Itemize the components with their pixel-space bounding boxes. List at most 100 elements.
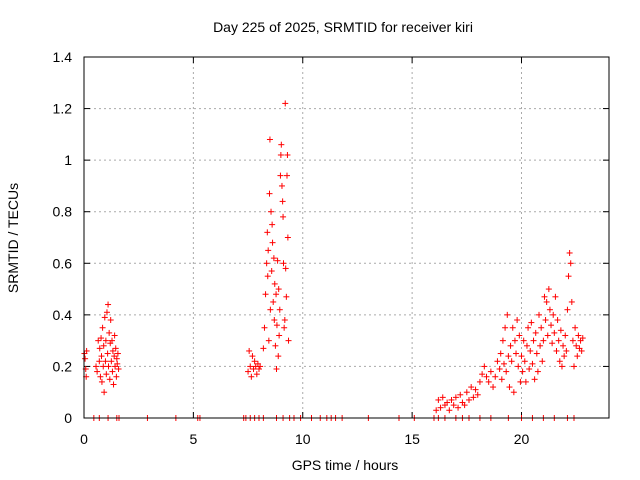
y-tick-label: 1.2 xyxy=(53,101,73,117)
data-point xyxy=(107,317,114,324)
y-tick-label: 1 xyxy=(64,152,72,168)
data-point xyxy=(561,353,568,360)
data-point xyxy=(277,151,284,158)
data-point xyxy=(439,394,446,401)
data-point xyxy=(549,340,556,347)
data-point xyxy=(494,358,501,365)
data-point xyxy=(515,363,522,370)
data-point xyxy=(463,389,470,396)
data-point xyxy=(273,322,280,329)
axis-ticks: 0 0.2 0.4 0.6 0.8 1 1.2 1.4 0 5 10 15 20 xyxy=(53,49,609,447)
data-point xyxy=(571,363,577,370)
data-point xyxy=(276,306,283,313)
data-point xyxy=(448,396,455,403)
data-point xyxy=(457,391,464,398)
data-point xyxy=(282,100,289,107)
data-point xyxy=(83,347,90,354)
data-point xyxy=(545,286,552,293)
data-point xyxy=(513,350,520,357)
data-point xyxy=(113,373,120,380)
data-point xyxy=(270,255,277,262)
data-point xyxy=(507,342,514,349)
data-point xyxy=(562,332,569,339)
data-point xyxy=(98,353,105,360)
data-point xyxy=(247,363,254,370)
data-point xyxy=(106,376,113,383)
y-axis-label: SRMTID / TECUs xyxy=(5,183,21,293)
data-point xyxy=(470,394,477,401)
data-point xyxy=(109,368,116,375)
y-tick-label: 0 xyxy=(64,410,72,426)
data-point xyxy=(498,376,505,383)
data-point xyxy=(435,396,442,403)
data-point xyxy=(490,384,497,391)
data-point xyxy=(502,324,509,331)
data-point xyxy=(533,350,540,357)
data-point xyxy=(532,329,539,336)
data-point xyxy=(521,358,528,365)
data-point xyxy=(528,319,535,326)
data-point xyxy=(557,327,564,334)
data-point xyxy=(278,182,285,189)
data-point xyxy=(246,347,253,354)
data-point xyxy=(102,358,109,365)
data-point xyxy=(99,324,106,331)
data-point xyxy=(253,371,260,378)
data-point xyxy=(110,381,117,388)
data-point xyxy=(251,358,258,365)
data-point xyxy=(114,350,121,357)
data-point xyxy=(558,363,565,370)
data-point xyxy=(271,280,278,287)
data-point xyxy=(437,404,444,411)
data-point xyxy=(105,363,112,370)
data-point xyxy=(106,329,113,336)
data-point xyxy=(100,342,107,349)
data-point xyxy=(262,291,269,298)
data-point xyxy=(109,337,115,344)
data-point xyxy=(526,366,533,373)
y-tick-label: 0.8 xyxy=(53,204,73,220)
data-point xyxy=(282,265,289,272)
data-point xyxy=(468,384,475,391)
data-point xyxy=(578,347,585,354)
data-point xyxy=(520,337,527,344)
data-point xyxy=(483,373,490,380)
data-point xyxy=(275,353,282,360)
data-point xyxy=(536,311,542,318)
data-point xyxy=(572,324,579,331)
data-point xyxy=(517,378,524,385)
data-point xyxy=(548,322,555,329)
y-tick-label: 0.4 xyxy=(53,307,73,323)
data-point xyxy=(275,286,282,293)
data-point xyxy=(284,151,291,158)
data-point xyxy=(433,407,440,414)
data-point xyxy=(522,378,529,385)
data-point xyxy=(111,332,118,339)
data-point xyxy=(540,337,547,344)
data-point xyxy=(279,198,286,205)
data-point xyxy=(575,332,582,339)
data-point xyxy=(273,366,280,373)
data-point xyxy=(476,378,483,385)
data-point xyxy=(496,366,503,373)
data-point xyxy=(263,260,270,267)
data-point xyxy=(450,402,457,409)
data-point xyxy=(272,342,279,349)
data-point xyxy=(555,337,562,344)
data-point xyxy=(284,172,290,179)
data-point xyxy=(101,389,108,396)
data-point xyxy=(508,358,515,365)
data-point xyxy=(104,350,111,357)
data-point xyxy=(567,260,574,267)
data-point xyxy=(285,337,292,344)
data-point xyxy=(267,306,274,313)
data-point xyxy=(556,358,563,365)
data-point xyxy=(276,332,283,339)
data-point xyxy=(553,347,560,354)
data-point xyxy=(108,358,115,365)
data-point xyxy=(534,368,541,375)
data-points xyxy=(81,100,586,421)
data-point xyxy=(82,355,89,362)
y-tick-label: 1.4 xyxy=(53,49,73,65)
